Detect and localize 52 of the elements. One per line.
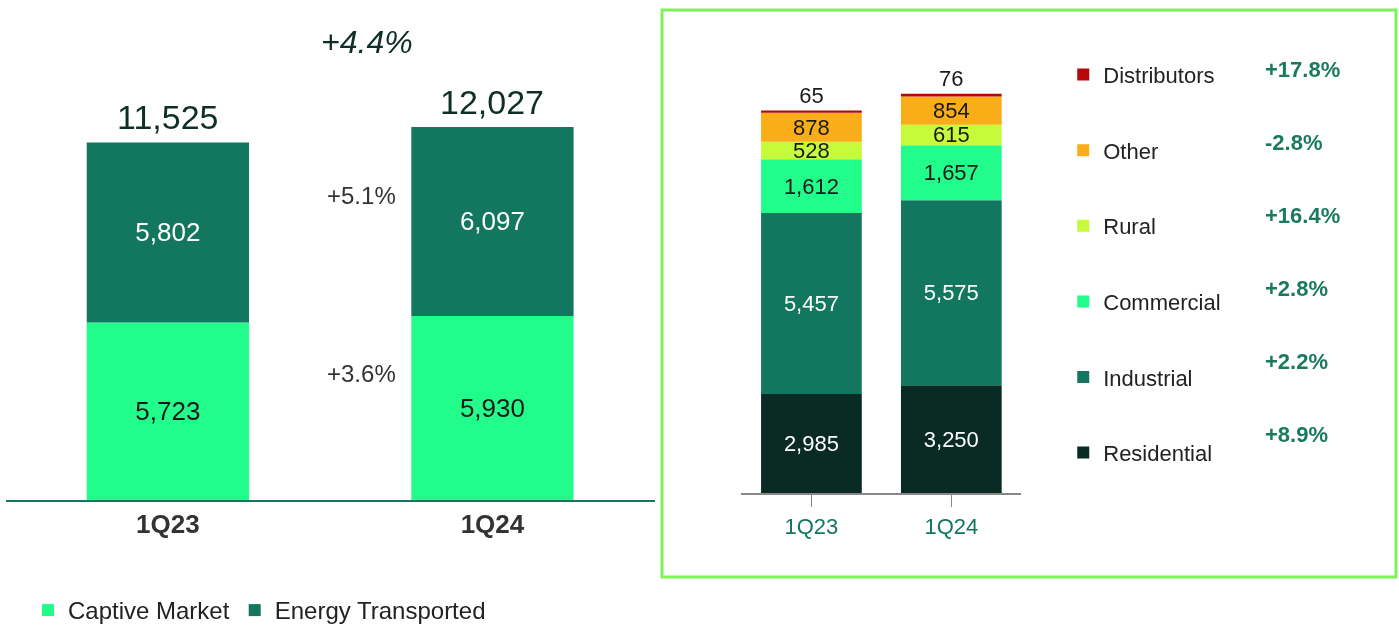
bar (761, 394, 862, 494)
legend-label: Distributors (1103, 63, 1215, 89)
data-label: 1,612 (783, 173, 839, 199)
total-label: 11,525 (117, 98, 219, 136)
data-label: 5,723 (135, 396, 201, 427)
legend-label: Other (1103, 138, 1159, 164)
legend-label: Industrial (1103, 365, 1193, 391)
bar (761, 110, 862, 113)
data-label: 528 (793, 138, 830, 164)
total-label: 12,027 (440, 83, 544, 121)
legend-label: Captive Market (67, 597, 230, 625)
x-tick-label: 1Q23 (784, 513, 839, 539)
legend-label: Rural (1103, 214, 1156, 240)
text: +16.4% (1265, 203, 1341, 228)
bar (411, 126, 574, 317)
data-label: 76 (939, 65, 964, 91)
data-label: 3,250 (923, 426, 979, 452)
annotation: +3.6% (327, 360, 396, 387)
x-tick-label: 1Q23 (136, 509, 200, 540)
data-label: 854 (932, 98, 970, 124)
data-label: 65 (799, 82, 824, 108)
legend-label: Residential (1103, 441, 1213, 467)
x-tick-label: 1Q24 (924, 513, 979, 539)
data-label: 5,930 (459, 393, 525, 424)
legend-label: Commercial (1103, 289, 1221, 315)
data-label: 2,985 (783, 431, 839, 457)
data-label: 615 (932, 122, 970, 148)
bar (761, 159, 862, 213)
bar (86, 142, 250, 323)
bar (86, 322, 250, 501)
text: +2.2% (1265, 349, 1328, 374)
annotation: +5.1% (327, 182, 396, 209)
data-label: 5,575 (923, 280, 979, 306)
data-label: 1,657 (923, 160, 979, 186)
text: +17.8% (1265, 57, 1341, 82)
bar (761, 112, 862, 142)
bar (900, 145, 1002, 201)
bar (411, 316, 574, 501)
data-label: 878 (793, 114, 830, 140)
data-label: 5,457 (783, 290, 839, 316)
text: -2.8% (1265, 130, 1323, 155)
bar (900, 96, 1002, 125)
text: +4.4% (321, 24, 413, 60)
text: +2.8% (1265, 276, 1328, 301)
bar (900, 200, 1002, 386)
bar (900, 385, 1002, 494)
data-label: 5,802 (135, 217, 201, 248)
legend-label: Energy Transported (274, 597, 486, 625)
x-tick-label: 1Q24 (460, 509, 525, 540)
bar (761, 212, 862, 395)
text: +8.9% (1265, 422, 1328, 447)
data-label: 6,097 (459, 206, 525, 237)
